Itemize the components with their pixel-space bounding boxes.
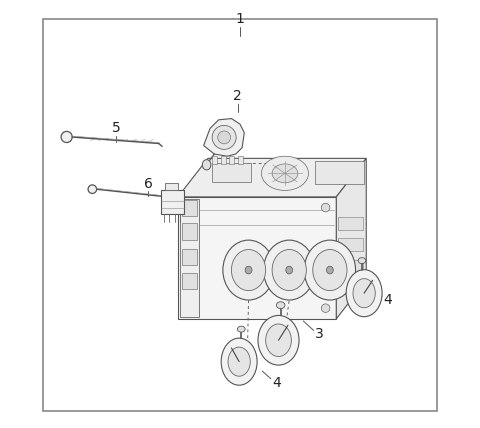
Ellipse shape	[353, 279, 375, 308]
Bar	[182, 249, 197, 265]
Text: 2: 2	[233, 89, 242, 103]
Bar	[165, 183, 178, 190]
Bar	[221, 156, 226, 164]
Text: 5: 5	[111, 122, 120, 135]
Polygon shape	[204, 119, 244, 156]
Ellipse shape	[321, 203, 330, 212]
Text: 3: 3	[315, 327, 324, 341]
Ellipse shape	[266, 324, 291, 357]
Ellipse shape	[358, 258, 366, 264]
Ellipse shape	[231, 250, 266, 291]
Ellipse shape	[272, 250, 306, 291]
Ellipse shape	[276, 302, 285, 309]
Ellipse shape	[212, 125, 236, 149]
Ellipse shape	[218, 131, 230, 144]
Ellipse shape	[203, 160, 211, 170]
Text: 4: 4	[384, 293, 392, 306]
Bar	[161, 190, 184, 214]
Text: 6: 6	[144, 177, 153, 191]
Ellipse shape	[245, 266, 252, 274]
Ellipse shape	[304, 240, 356, 300]
Ellipse shape	[321, 304, 330, 312]
Bar	[337, 217, 363, 230]
Ellipse shape	[228, 347, 250, 376]
Text: 4: 4	[272, 376, 281, 390]
Polygon shape	[315, 160, 364, 184]
Ellipse shape	[262, 156, 309, 190]
Ellipse shape	[313, 250, 347, 291]
Bar	[337, 281, 363, 294]
Ellipse shape	[258, 315, 299, 365]
Ellipse shape	[286, 266, 293, 274]
Ellipse shape	[61, 131, 72, 143]
Bar	[180, 199, 199, 317]
Polygon shape	[336, 158, 366, 319]
Ellipse shape	[223, 240, 274, 300]
Bar	[182, 273, 197, 289]
Bar	[337, 238, 363, 251]
Polygon shape	[178, 158, 366, 197]
Bar	[238, 156, 243, 164]
Ellipse shape	[221, 338, 257, 385]
Ellipse shape	[326, 266, 333, 274]
Bar	[212, 156, 217, 164]
Polygon shape	[212, 163, 251, 182]
Ellipse shape	[238, 326, 245, 332]
Bar	[337, 260, 363, 273]
Ellipse shape	[346, 270, 382, 317]
Bar	[229, 156, 234, 164]
Ellipse shape	[264, 240, 315, 300]
Bar	[182, 200, 197, 216]
Text: 1: 1	[236, 12, 244, 26]
Ellipse shape	[272, 164, 298, 183]
Bar	[182, 223, 197, 240]
Polygon shape	[178, 197, 336, 319]
Ellipse shape	[88, 185, 96, 193]
